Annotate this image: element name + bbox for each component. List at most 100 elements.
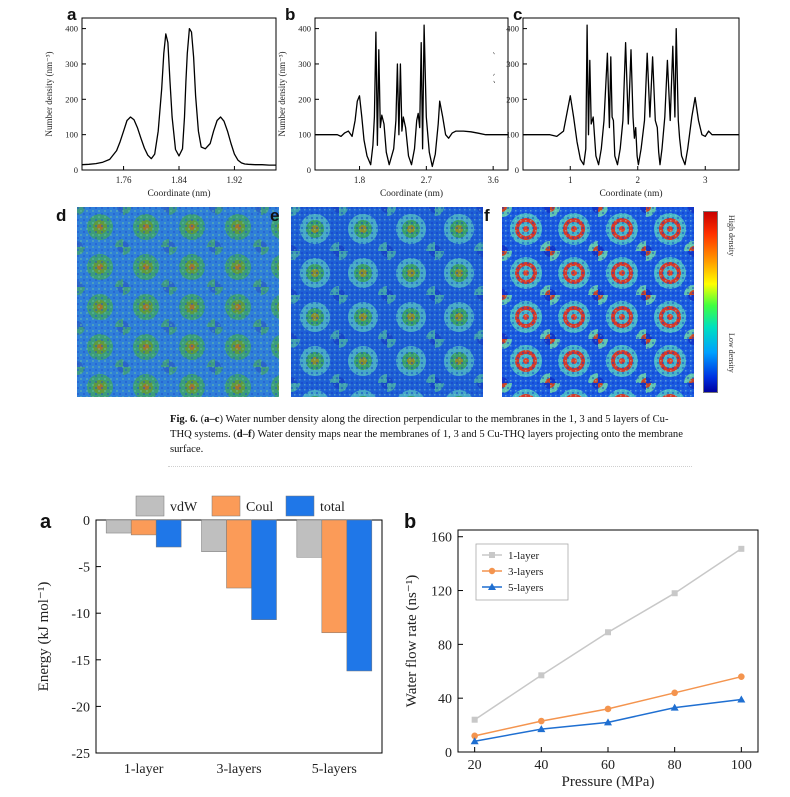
legend-swatch-total	[285, 495, 315, 517]
bar-vdW-3-layers	[201, 519, 227, 552]
x-axis-label: Coordinate (nm)	[147, 188, 210, 199]
y-tick-label: 0	[515, 165, 519, 175]
y-tick-label: 400	[298, 24, 311, 34]
y-axis-label: Number density (nm⁻³)	[277, 52, 287, 137]
y-tick-label: 400	[65, 24, 78, 34]
x-axis-label: Coordinate (nm)	[599, 188, 662, 199]
y-tick-label: 200	[298, 94, 311, 104]
panel-label-b-top: b	[285, 5, 296, 24]
point-1-layer	[605, 629, 611, 636]
legend-marker-3-layers	[488, 567, 496, 575]
legend-label: total	[320, 500, 345, 515]
bar-Coul-1-layer	[130, 519, 157, 536]
caption-bold-1: a–c	[204, 414, 220, 425]
y-tick-label: 0	[83, 514, 90, 529]
colorbar-high-label: High density	[727, 215, 736, 256]
panel-label-c-top: c	[513, 5, 523, 24]
legend-label: Coul	[246, 500, 273, 515]
flow-rate-chart: 0 40 80 120 160 20 40 60 80 100 1-layer 3-layers 5-l…	[404, 529, 759, 790]
x-tick-label: 1.92	[227, 175, 243, 185]
legend-marker-5-layers	[488, 583, 496, 590]
y-tick-label: 100	[298, 130, 311, 140]
plot-frame	[314, 17, 509, 171]
density-map-f-image	[502, 207, 694, 397]
y-tick-label: 300	[65, 59, 78, 69]
y-axis-label: Water flow rate (ns⁻¹)	[404, 575, 420, 707]
bar-total-5-layers	[346, 519, 373, 672]
density-map-e-image	[291, 207, 483, 397]
y-axis-label: Energy (kJ mol⁻¹)	[36, 582, 52, 692]
x-tick-label: 20	[468, 758, 482, 773]
y-tick-label: 0	[445, 746, 452, 761]
point-3-layers	[538, 717, 545, 725]
x-tick-label: 1.84	[171, 175, 187, 185]
x-axis-label: Pressure (MPa)	[562, 774, 655, 790]
point-1-layer	[471, 716, 478, 723]
caption-bold-2: d–f	[236, 429, 252, 440]
bar-Coul-3-layers	[226, 519, 252, 589]
legend-label: vdW	[170, 500, 198, 515]
density-curve	[315, 24, 508, 168]
figure-caption: Fig. 6. (a–c) Water number density along…	[170, 412, 690, 457]
y-tick-label: 100	[65, 130, 78, 140]
legend-swatch-vdW	[135, 495, 165, 517]
y-tick-label: 40	[438, 692, 452, 707]
category-label: 5-layers	[312, 762, 357, 777]
caption-fig-number: Fig. 6.	[170, 414, 198, 425]
caption-text-1: (	[200, 414, 205, 425]
panel-label-e: e	[270, 206, 280, 225]
y-tick-label: 0	[307, 165, 311, 175]
x-tick-label: 40	[534, 758, 548, 773]
y-tick-label: 80	[438, 638, 452, 653]
density-plot-b: 0 100 200 300 400 1.8 2.7 3.6 Coordinate (nm) Num…	[277, 17, 509, 199]
density-curve	[523, 24, 739, 166]
point-5-layers	[470, 737, 479, 745]
bar-total-1-layer	[155, 519, 182, 548]
category-label: 3-layers	[216, 762, 261, 777]
point-3-layers	[471, 732, 478, 740]
x-tick-label: 1.76	[116, 175, 132, 185]
bar-total-3-layers	[251, 519, 277, 620]
point-3-layers	[738, 673, 745, 680]
density-plot-a: 0 100 200 300 400 1.76 1.84 1.92 Coordinate (nm)…	[44, 17, 277, 199]
y-tick-label: 160	[431, 531, 452, 546]
panel-label-f: f	[484, 206, 490, 225]
y-tick-label: 300	[298, 59, 311, 69]
bar-vdW-5-layers	[296, 519, 323, 558]
plot-frame	[522, 17, 740, 171]
panel-label-d: d	[56, 206, 67, 225]
bar-vdW-1-layer	[105, 519, 132, 534]
point-5-layers	[737, 695, 746, 703]
point-5-layers	[537, 725, 546, 733]
density-map-e	[291, 207, 483, 397]
point-1-layer	[671, 590, 678, 597]
legend-label: 3-layers	[508, 566, 543, 578]
bar-Coul-5-layers	[321, 519, 348, 634]
energy-bar-chart: 0 -5 -10 -15 -20 -25 1-layer 3-layers 5-layers En…	[36, 495, 383, 777]
x-tick-label: 100	[731, 758, 752, 773]
density-map-d-image	[77, 207, 279, 397]
y-tick-label: -5	[78, 561, 90, 576]
colorbar-labels: High density Low density	[727, 215, 736, 373]
y-tick-label: 200	[65, 94, 78, 104]
caption-text-2: ) Water number density along the directi…	[170, 414, 669, 440]
point-1-layer	[538, 672, 545, 679]
point-3-layers	[671, 689, 678, 697]
colorbar-low-label: Low density	[727, 333, 736, 373]
y-tick-label: 120	[431, 585, 452, 600]
colorbar	[703, 211, 718, 393]
x-tick-label: 2	[636, 175, 641, 185]
plot-frame	[81, 17, 277, 171]
x-tick-label: 3.6	[488, 175, 500, 185]
y-tick-label: 0	[74, 165, 78, 175]
panel-label-a-top: a	[67, 5, 77, 24]
category-label: 1-layer	[124, 762, 164, 777]
x-tick-label: 1	[568, 175, 573, 185]
panel-label-b-bottom: b	[404, 511, 417, 533]
point-5-layers	[604, 718, 612, 726]
y-tick-label: 200	[506, 94, 519, 104]
y-tick-label: 300	[506, 59, 519, 69]
point-1-layer	[738, 545, 745, 552]
separator-line	[168, 466, 692, 467]
density-curve	[81, 27, 276, 166]
